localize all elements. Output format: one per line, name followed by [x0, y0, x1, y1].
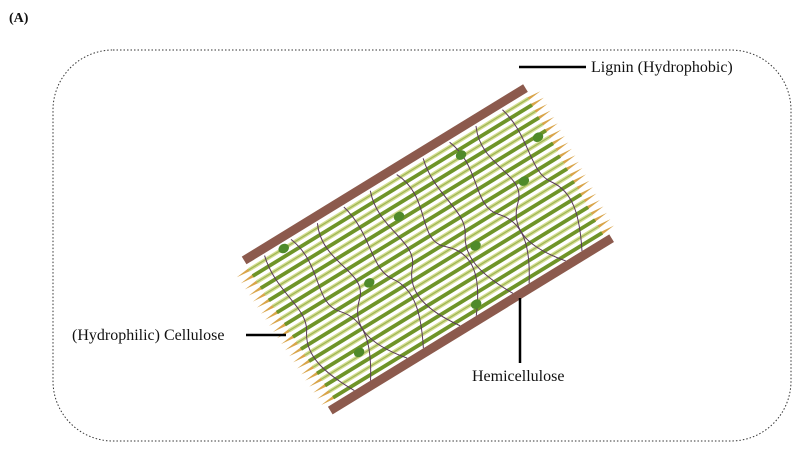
hemicellulose-chain [475, 125, 566, 262]
hemicellulose-chain [343, 206, 424, 349]
hemicellulose-node [518, 176, 530, 186]
hemicellulose-chain [290, 238, 372, 381]
cellulose-fiber [240, 97, 544, 284]
cellulose-fibers [236, 91, 615, 405]
cellulose-label: (Hydrophilic) Cellulose [72, 327, 224, 344]
cellulose-fiber [268, 142, 569, 326]
lignin-label: Lignin (Hydrophobic) [591, 59, 733, 76]
hemicellulose-chain [422, 158, 514, 294]
lignin-bar-top [241, 84, 528, 265]
cellulose-fiber [321, 225, 615, 405]
cellulose-fiber [277, 155, 576, 339]
hemicellulose-node [455, 150, 467, 160]
hemicellulose-chain [264, 255, 355, 391]
hemicellulose-chains [264, 109, 583, 391]
hemicellulose-chain [396, 174, 479, 316]
cellulose-fiber [256, 123, 558, 308]
cellulose-fiber [301, 193, 597, 375]
lignin-bar-bottom [327, 234, 614, 415]
cellulose-fiber [264, 136, 565, 320]
hemicellulose-node [278, 243, 289, 254]
hemicellulose-node [393, 211, 405, 222]
cellulose-fiber [293, 180, 590, 363]
hemicellulose-label: Hemicellulose [472, 368, 564, 385]
hemicellulose-chain [502, 109, 583, 252]
hemicellulose-node [532, 132, 544, 143]
diagram-frame [52, 49, 792, 442]
cellulose-fiber [309, 206, 604, 387]
cellulose-fiber [317, 219, 611, 399]
hemicellulose-node [470, 299, 482, 309]
hemicellulose-chain [369, 190, 461, 327]
hemicellulose-chain [449, 141, 530, 284]
hemicellulose-chain [316, 223, 408, 359]
hemicellulose-node [470, 241, 481, 251]
panel-label: (A) [9, 11, 29, 26]
cellulose-fiber [289, 174, 586, 357]
cellulose-fiber [281, 161, 579, 345]
cellulose-fiber [285, 167, 583, 351]
cellulose-fiber [252, 116, 555, 302]
cellulose-fiber [313, 212, 608, 393]
hemicellulose-node [364, 278, 375, 288]
cellulose-fiber [297, 187, 593, 369]
hemicellulose-nodes [278, 132, 544, 358]
cellulose-fiber [248, 110, 551, 296]
hemicellulose-node [353, 347, 365, 358]
cellulose-fiber [244, 104, 548, 290]
cellulose-fiber [272, 148, 572, 332]
cellulose-fiber [305, 199, 600, 381]
